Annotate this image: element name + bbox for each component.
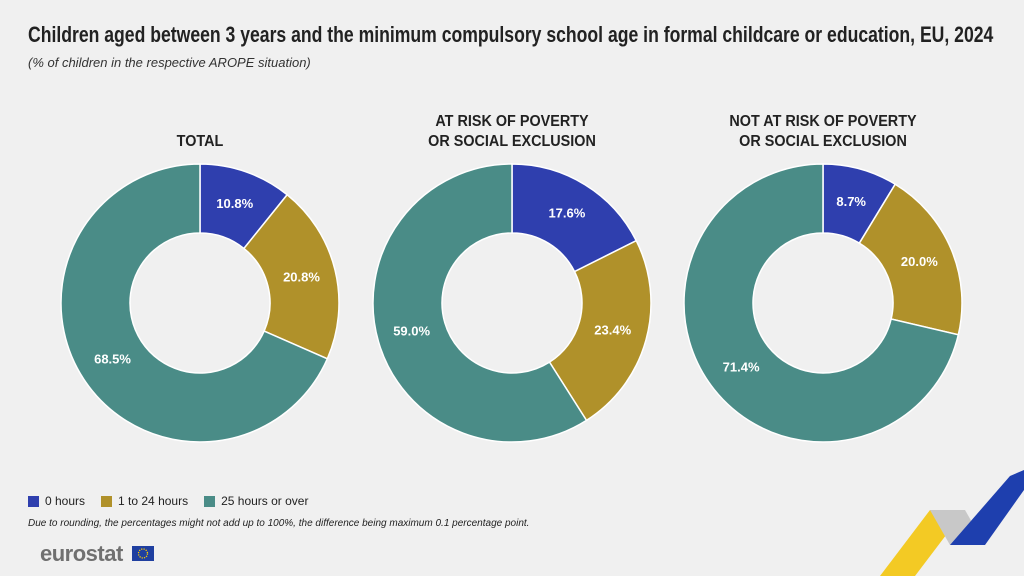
legend-item: 25 hours or over xyxy=(204,494,308,508)
legend-label: 25 hours or over xyxy=(221,494,309,508)
subtitle: (% of children in the respective AROPE s… xyxy=(28,55,311,70)
data-label: 17.6% xyxy=(548,206,585,221)
chart-title: NOT AT RISK OF POVERTY OR SOCIAL EXCLUSI… xyxy=(729,113,917,150)
chart-title: AT RISK OF POVERTY OR SOCIAL EXCLUSION xyxy=(428,113,596,150)
legend-swatch xyxy=(28,495,39,507)
slice xyxy=(548,239,652,422)
data-label: 10.8% xyxy=(216,196,253,211)
slice xyxy=(858,183,963,336)
slice xyxy=(242,193,340,360)
data-label: 20.8% xyxy=(283,270,320,285)
data-label: 71.4% xyxy=(723,359,760,374)
legend-item: 1 to 24 hours xyxy=(101,494,188,508)
eu-flag xyxy=(132,546,154,561)
chart-title: TOTAL xyxy=(176,133,224,150)
legend-label: 0 hours xyxy=(45,494,86,508)
legend-swatch xyxy=(204,495,216,507)
title: Children aged between 3 years and the mi… xyxy=(28,22,994,47)
data-label: 68.5% xyxy=(94,352,131,367)
brand: eurostat xyxy=(40,541,123,566)
footnote: Due to rounding, the percentages might n… xyxy=(28,518,530,529)
flag-stars xyxy=(137,548,149,559)
slice xyxy=(60,163,329,443)
legend-item: 0 hours xyxy=(28,494,85,508)
slice xyxy=(372,163,588,443)
flag xyxy=(132,546,154,561)
slice xyxy=(683,163,960,443)
data-label: 20.0% xyxy=(901,254,938,269)
decor-shape xyxy=(950,470,1024,545)
data-label: 23.4% xyxy=(594,322,631,337)
data-label: 8.7% xyxy=(836,194,866,209)
legend-swatch xyxy=(101,495,113,507)
legend-label: 1 to 24 hours xyxy=(118,494,189,508)
data-label: 59.0% xyxy=(393,324,430,339)
decoration xyxy=(880,470,1024,576)
legend: 0 hours 1 to 24 hours 25 hours or over xyxy=(28,494,308,508)
